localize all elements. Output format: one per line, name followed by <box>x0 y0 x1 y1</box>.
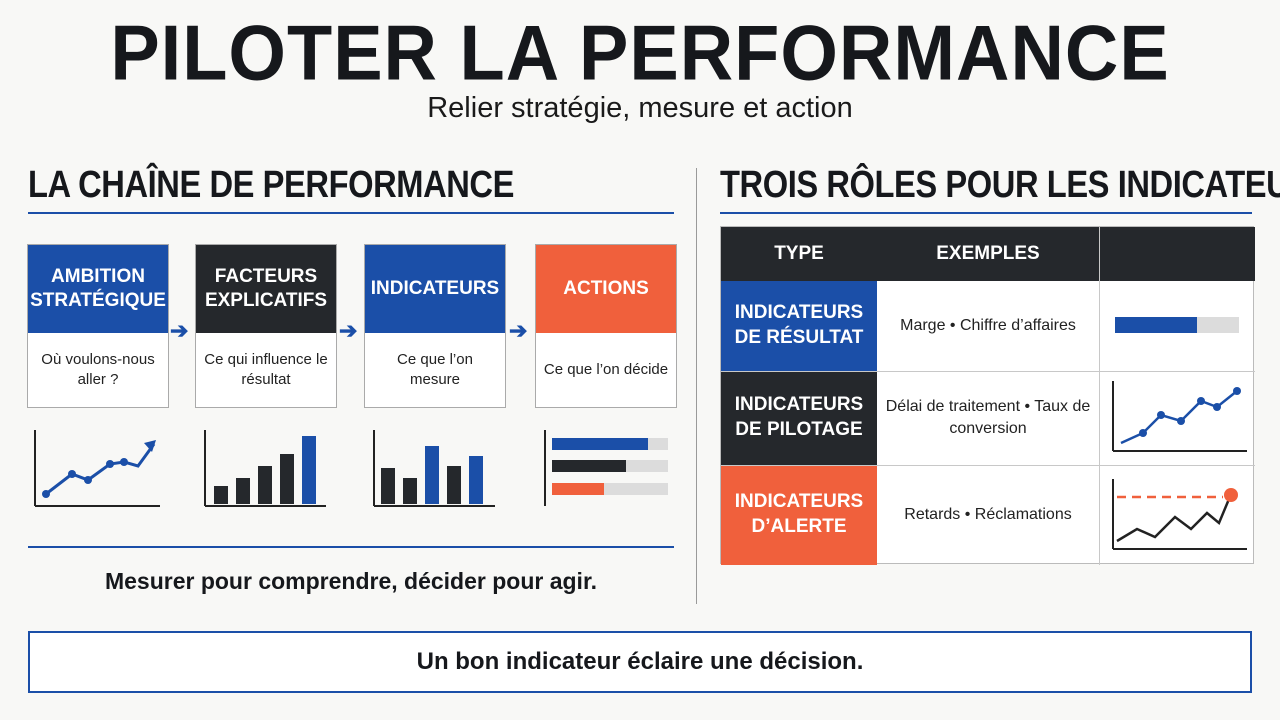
footer-message: Un bon indicateur éclaire une décision. <box>28 631 1252 693</box>
table-header-type: TYPE <box>721 227 877 281</box>
arrow-right-icon: ➔ <box>509 318 528 343</box>
chain-step-title: FACTEURS EXPLICATIFS <box>196 245 336 333</box>
table-row-type: INDICATEURS D’ALERTE <box>721 465 877 565</box>
chain-section-title: LA CHAÎNE DE PERFORMANCE <box>28 164 514 206</box>
table-header-examples: EXEMPLES <box>877 227 1099 281</box>
horizontal-bar-icon <box>544 430 668 506</box>
progress-bar-icon <box>1115 317 1239 333</box>
table-column-divider <box>1099 227 1100 565</box>
chain-bottom-rule <box>28 546 674 548</box>
table-row-examples: Retards • Réclamations <box>904 506 1072 524</box>
page-title: PILOTER LA PERFORMANCE <box>110 8 1170 97</box>
chain-section-rule <box>28 212 674 214</box>
chain-step-description: Ce que l’on décide <box>543 360 669 378</box>
bar-chart-icon <box>204 430 326 507</box>
roles-table: TYPE EXEMPLES INDICATEURS DE RÉSULTAT Ma… <box>720 226 1255 565</box>
table-row-divider <box>721 371 1255 372</box>
table-row-divider <box>721 465 1255 466</box>
chain-step-facteurs: FACTEURS EXPLICATIFS Ce qui influence le… <box>195 244 337 408</box>
chain-step-title: AMBITION STRATÉGIQUE <box>28 245 168 333</box>
chain-step-description: Ce que l’on mesure <box>397 350 473 388</box>
table-row-examples: Marge • Chiffre d’affaires <box>900 317 1076 335</box>
roles-section-title: TROIS RÔLES POUR LES INDICATEURS <box>720 164 1280 206</box>
chain-step-title: INDICATEURS <box>365 245 505 333</box>
table-row-examples: Délai de traitement • Taux de conversion <box>885 398 1091 437</box>
page-subtitle: Relier stratégie, mesure et action <box>427 92 853 124</box>
arrow-right-icon: ➔ <box>339 318 358 343</box>
chain-tagline: Mesurer pour comprendre, décider pour ag… <box>104 568 598 594</box>
arrow-right-icon: ➔ <box>170 318 189 343</box>
threshold-alert-chart-icon <box>1112 479 1247 550</box>
section-divider <box>696 168 697 604</box>
chain-step-actions: ACTIONS Ce que l’on décide <box>535 244 677 408</box>
table-header-visual <box>1099 227 1255 281</box>
bar-chart-icon <box>373 430 495 507</box>
chain-step-ambition: AMBITION STRATÉGIQUE Où voulons-nous all… <box>27 244 169 408</box>
chain-step-title: ACTIONS <box>536 245 676 333</box>
line-chart-icon <box>34 430 160 507</box>
table-row-type: INDICATEURS DE RÉSULTAT <box>721 281 877 371</box>
table-row-type: INDICATEURS DE PILOTAGE <box>721 371 877 465</box>
roles-section-rule <box>720 212 1252 214</box>
chain-step-indicateurs: INDICATEURS Ce que l’on mesure <box>364 244 506 408</box>
chain-step-description: Où voulons-nous aller ? <box>41 350 155 388</box>
chain-step-description: Ce qui influence le résultat <box>204 350 328 388</box>
rising-line-chart-icon <box>1112 381 1247 452</box>
